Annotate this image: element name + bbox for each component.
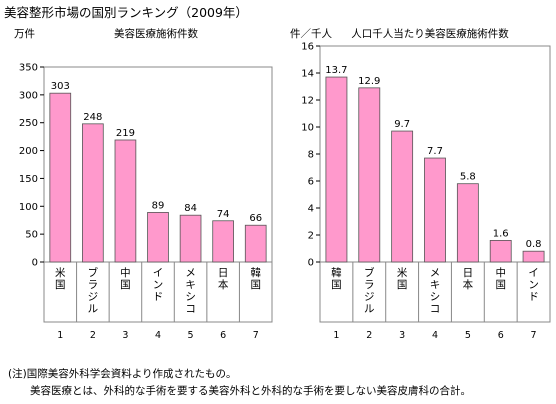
chart-1-y-axis-label: 万件 xyxy=(14,28,35,40)
chart-1-rank-label: 6 xyxy=(220,330,226,341)
chart-1-category-label: 中国 xyxy=(120,266,131,291)
chart-1-value-label: 303 xyxy=(51,81,70,92)
chart-1-y-tick-label: 150 xyxy=(19,174,38,185)
chart-2-category-label: 中国 xyxy=(495,266,506,291)
chart-2-value-label: 0.8 xyxy=(526,239,542,250)
page-title: 美容整形市場の国別ランキング（2009年） xyxy=(4,5,248,20)
chart-2-category-label: 日本 xyxy=(463,267,474,291)
chart-1-rank-label: 7 xyxy=(253,330,259,341)
chart-1-category-label: 日本 xyxy=(218,267,229,291)
chart-2-value-label: 1.6 xyxy=(493,228,509,239)
chart-2-rank-label: 1 xyxy=(333,330,339,341)
chart-2-rank-label: 2 xyxy=(366,330,372,341)
chart-2-bar xyxy=(424,157,446,263)
chart-1-bar xyxy=(212,220,234,263)
chart-1-bar xyxy=(147,212,169,263)
chart-2-y-tick-label: 10 xyxy=(301,123,314,134)
chart-1-bar xyxy=(49,92,72,263)
chart-1-y-tick-label: 100 xyxy=(19,202,38,213)
chart-1-category-label: インド xyxy=(153,267,164,303)
chart-2-bar xyxy=(522,250,545,263)
chart-1-category-label: メキシコ xyxy=(185,267,196,315)
chart-1-rank-label: 3 xyxy=(122,330,128,341)
chart-1-value-label: 84 xyxy=(184,203,197,214)
chart-1-rank-label: 2 xyxy=(90,330,96,341)
chart-2-y-axis-label: 件／千人 xyxy=(290,28,332,40)
chart-1-rank-label: 1 xyxy=(57,330,63,341)
chart-2-rank-label: 5 xyxy=(465,330,471,341)
chart-2-value-label: 7.7 xyxy=(427,146,443,157)
chart-1-y-tick-label: 300 xyxy=(19,90,38,101)
chart-2-rank-label: 7 xyxy=(531,330,537,341)
chart-1-value-label: 74 xyxy=(217,209,230,220)
chart-2-category-label: ブラジル xyxy=(364,266,375,315)
chart-2-rank-label: 4 xyxy=(432,330,438,341)
chart-1-value-label: 66 xyxy=(249,213,262,224)
chart-2-y-tick-label: 2 xyxy=(308,231,314,242)
chart-1-y-tick-label: 200 xyxy=(19,146,38,157)
chart-1-y-tick-label: 0 xyxy=(32,258,38,269)
chart-2-category-label: 韓国 xyxy=(331,267,342,291)
chart-2-title: 人口千人当たり美容医療施術件数 xyxy=(351,27,509,40)
chart-2-value-label: 13.7 xyxy=(325,65,347,76)
chart-2-rank-label: 6 xyxy=(498,330,504,341)
chart-1-bar xyxy=(114,139,137,263)
chart-1-value-label: 248 xyxy=(83,112,102,123)
chart-2-y-tick-label: 16 xyxy=(301,42,314,53)
chart-2-y-tick-label: 0 xyxy=(308,258,314,269)
chart-2-bar xyxy=(489,239,512,263)
chart-2-rank-label: 3 xyxy=(399,330,405,341)
footnote-definition: 美容医療とは、外科的な手術を要する美容外科と外科的な手術を要しない美容皮膚科の合… xyxy=(30,385,471,397)
footnotes: (注)国際美容外科学会資料より作成されたもの。 美容医療とは、外科的な手術を要す… xyxy=(8,366,471,400)
chart-1-bar xyxy=(244,224,267,263)
chart-2-value-label: 12.9 xyxy=(358,76,380,87)
chart-1-value-label: 89 xyxy=(152,200,165,211)
chart-1-rank-label: 4 xyxy=(155,330,161,341)
chart-2-y-tick-label: 4 xyxy=(308,204,314,215)
chart-1-value-label: 219 xyxy=(116,128,135,139)
chart-2-y-tick-label: 8 xyxy=(308,150,314,161)
chart-1-y-tick-label: 350 xyxy=(19,63,38,74)
chart-1-rank-label: 5 xyxy=(188,330,194,341)
chart-2-y-tick-label: 14 xyxy=(301,69,314,80)
chart-2-category-label: 米国 xyxy=(397,266,408,291)
chart-2-bar xyxy=(358,87,381,263)
chart-2-y-tick-label: 12 xyxy=(301,96,314,107)
chart-2-category-label: メキシコ xyxy=(430,267,441,315)
chart-1-bar xyxy=(82,123,104,263)
chart-2-value-label: 9.7 xyxy=(394,119,410,130)
chart-1-y-tick-label: 250 xyxy=(19,118,38,129)
chart-1-y-tick-label: 50 xyxy=(25,230,38,241)
chart-1-category-label: 韓国 xyxy=(250,267,261,291)
chart-2-bar xyxy=(325,76,348,263)
chart-2-value-label: 5.8 xyxy=(460,172,476,183)
chart-1-bar xyxy=(179,214,202,263)
chart-1-category-label: 米国 xyxy=(55,266,66,291)
chart-2-y-tick-label: 6 xyxy=(308,177,314,188)
chart-1-category-label: ブラジル xyxy=(88,266,99,315)
chart-1-title: 美容医療施術件数 xyxy=(114,27,198,40)
chart-2-bar xyxy=(391,130,414,263)
footnote-source: (注)国際美容外科学会資料より作成されたもの。 xyxy=(8,368,237,380)
chart-2-category-label: インド xyxy=(528,267,539,303)
chart-2-bar xyxy=(456,183,479,263)
